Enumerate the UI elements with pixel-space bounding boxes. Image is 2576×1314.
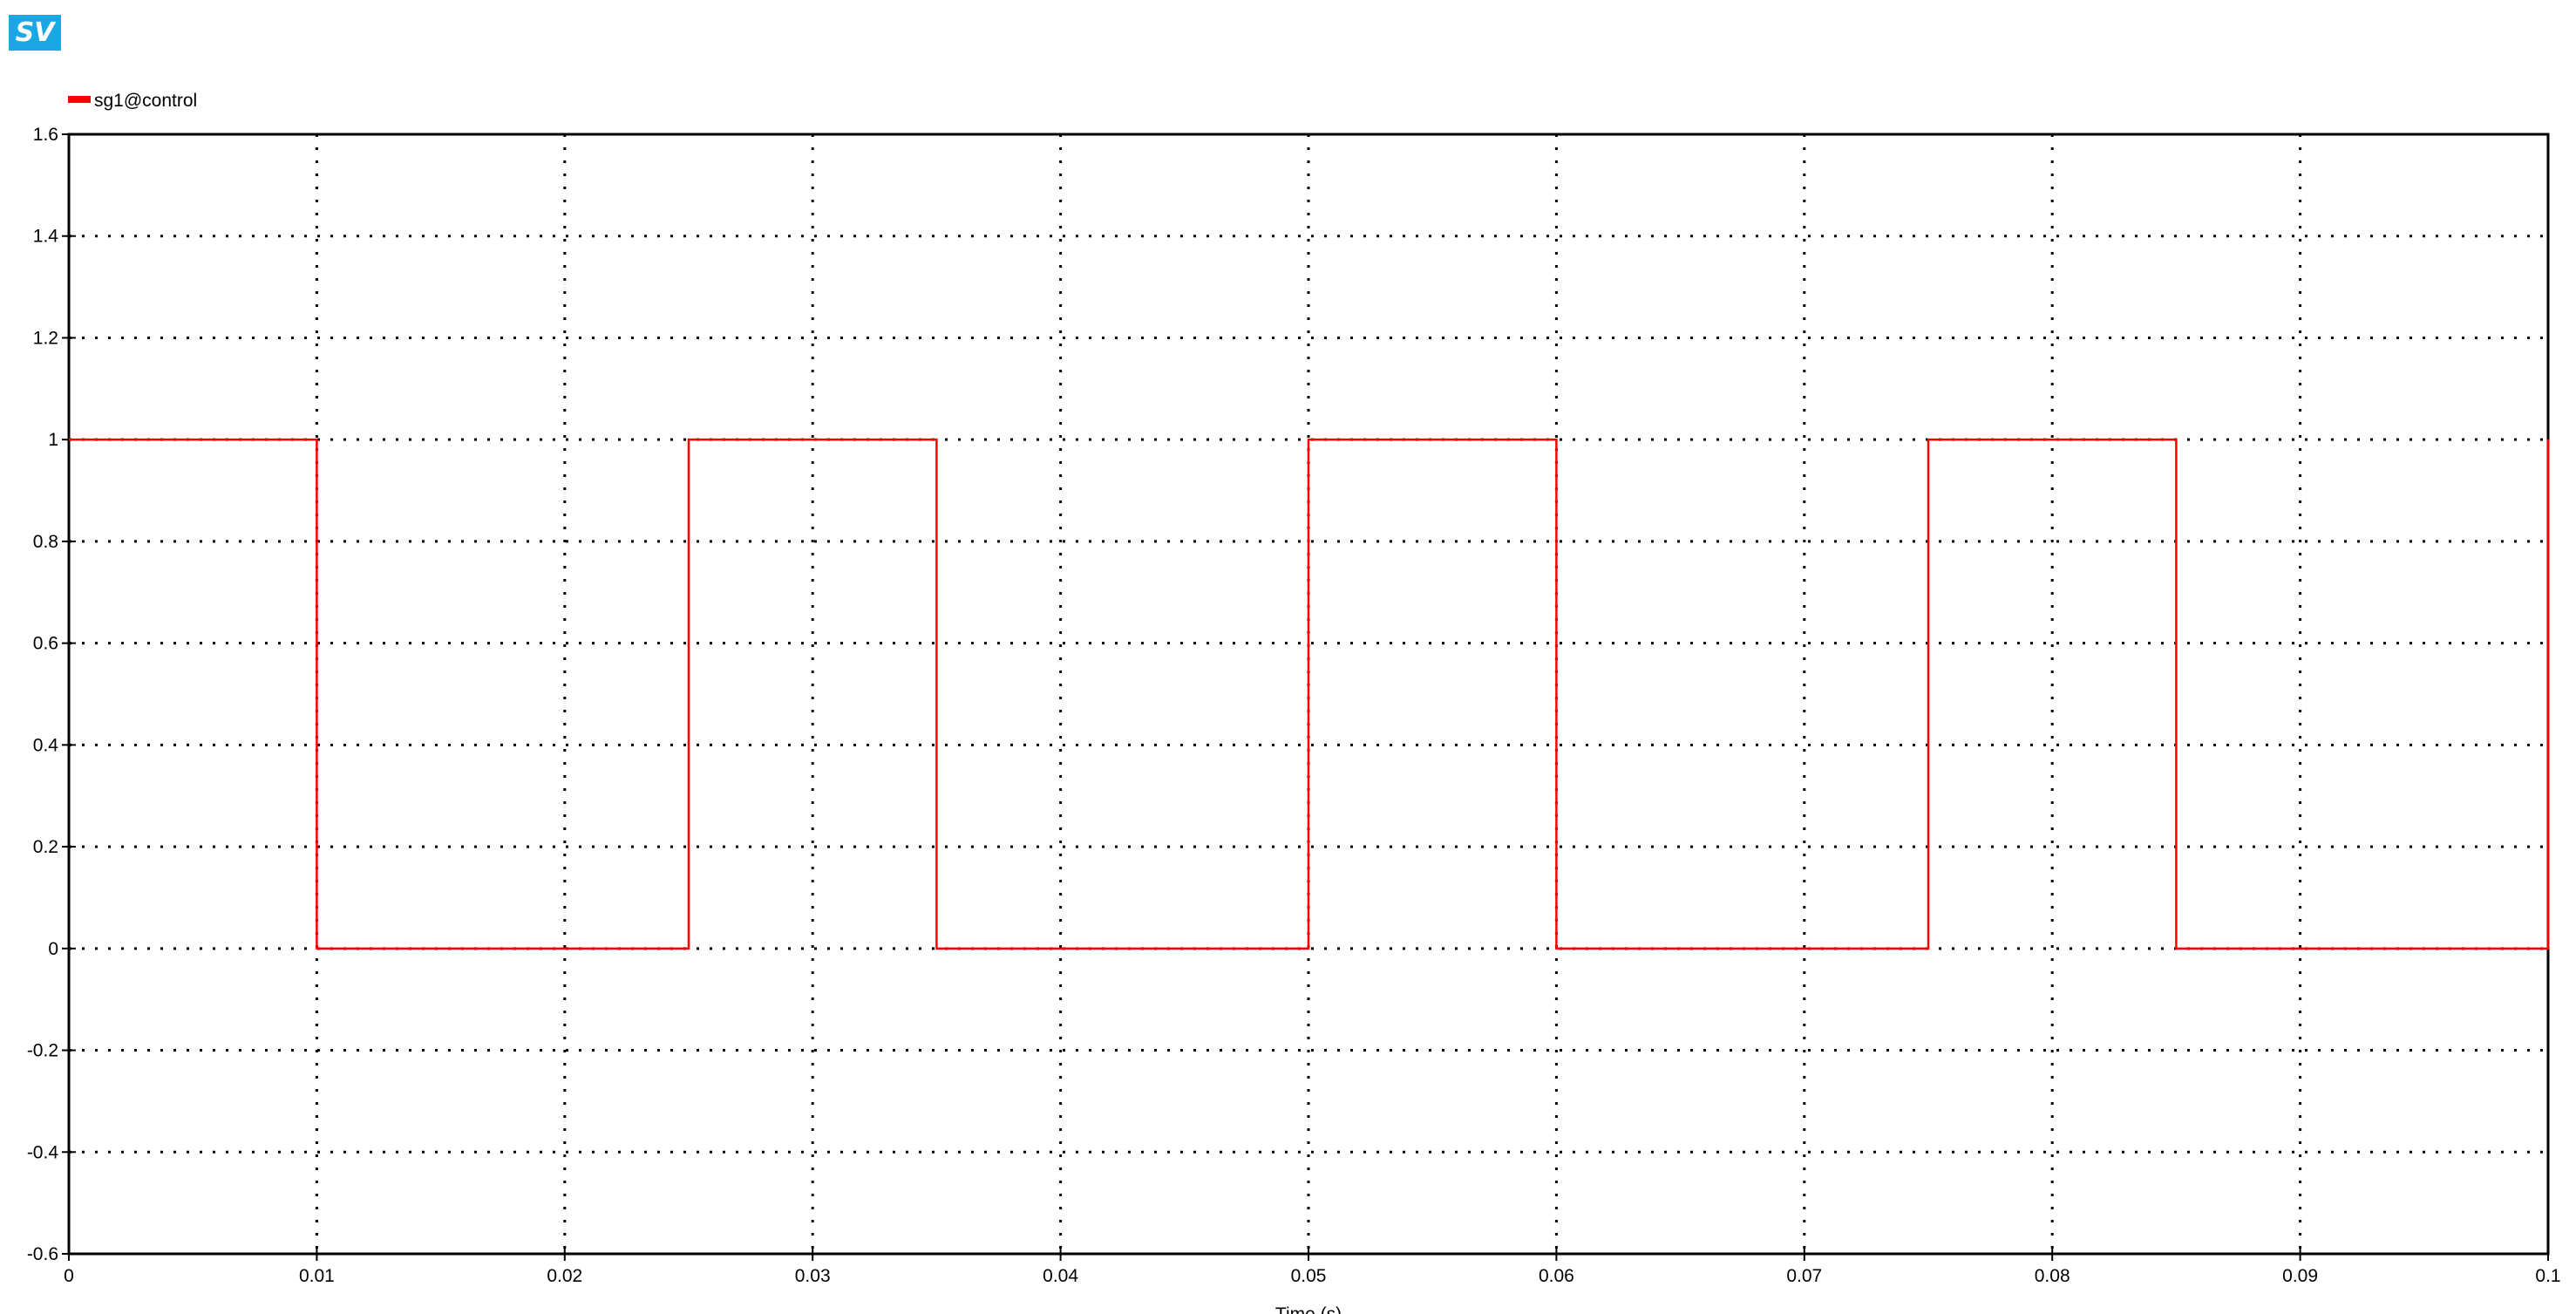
x-tick-label: 0.02 bbox=[547, 1266, 582, 1286]
series-line-sg1@control bbox=[69, 438, 2550, 950]
y-tick-label: 1 bbox=[48, 430, 58, 450]
y-tick-label: 0.4 bbox=[33, 735, 59, 755]
legend: sg1@control bbox=[68, 91, 197, 111]
x-tick-label: 0.06 bbox=[1539, 1266, 1574, 1286]
x-tick-label: 0.05 bbox=[1291, 1266, 1327, 1286]
y-tick-label: 0.8 bbox=[33, 532, 58, 552]
x-tick-label: 0.01 bbox=[299, 1266, 335, 1286]
y-tick-label: -0.4 bbox=[27, 1142, 59, 1162]
y-tick-label: 1.4 bbox=[33, 227, 59, 247]
x-tick-label: 0.07 bbox=[1786, 1266, 1822, 1286]
x-tick-label: 0.08 bbox=[2035, 1266, 2070, 1286]
legend-label: sg1@control bbox=[94, 91, 197, 111]
y-tick-label: 0 bbox=[48, 939, 58, 959]
tick-labels: 0 0.01 0.02 0.03 0.04 0.05 0.06 0.07 0.08 0.09 0.1… bbox=[27, 125, 2561, 1286]
y-tick-label: 1.2 bbox=[33, 328, 58, 348]
y-tick-label: 0.2 bbox=[33, 837, 58, 857]
y-tick-label: 1.6 bbox=[33, 125, 58, 145]
y-tick-label: -0.2 bbox=[27, 1041, 58, 1061]
x-axis-label: Time (s) bbox=[1275, 1304, 1342, 1314]
app-logo: SV bbox=[9, 15, 61, 51]
x-tick-label: 0.04 bbox=[1043, 1266, 1078, 1286]
series bbox=[69, 438, 2550, 950]
legend-swatch bbox=[68, 96, 91, 103]
x-tick-label: 0.09 bbox=[2282, 1266, 2318, 1286]
y-tick-label: 0.6 bbox=[33, 634, 58, 654]
x-tick-label: 0.03 bbox=[795, 1266, 831, 1286]
x-tick-label: 0 bbox=[64, 1266, 74, 1286]
x-tick-label: 0.1 bbox=[2535, 1266, 2560, 1286]
y-tick-label: -0.6 bbox=[27, 1244, 58, 1264]
